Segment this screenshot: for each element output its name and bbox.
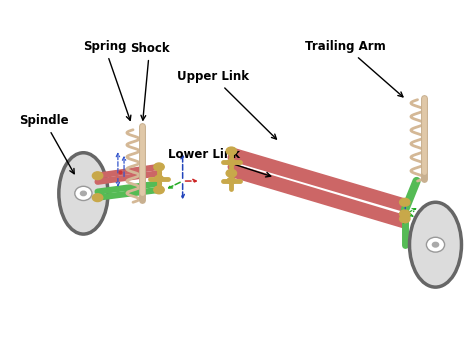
Circle shape [226,169,237,177]
Text: Upper Link: Upper Link [177,70,276,139]
Circle shape [400,198,410,206]
Text: Spring: Spring [83,40,131,120]
Text: Shock: Shock [130,42,169,120]
Ellipse shape [59,153,108,234]
Circle shape [400,210,410,218]
Ellipse shape [427,237,445,252]
Circle shape [155,175,163,182]
Ellipse shape [75,186,92,201]
Circle shape [432,242,438,247]
Circle shape [227,178,236,184]
Circle shape [92,194,103,202]
Text: Trailing Arm: Trailing Arm [305,40,403,97]
Circle shape [400,215,410,223]
Text: Lower Link: Lower Link [168,148,271,177]
Circle shape [226,147,237,155]
Circle shape [154,163,164,171]
Circle shape [81,191,86,196]
Circle shape [92,172,103,180]
Circle shape [154,186,164,194]
Text: Spindle: Spindle [19,114,74,174]
Circle shape [227,159,236,165]
Ellipse shape [410,202,462,287]
